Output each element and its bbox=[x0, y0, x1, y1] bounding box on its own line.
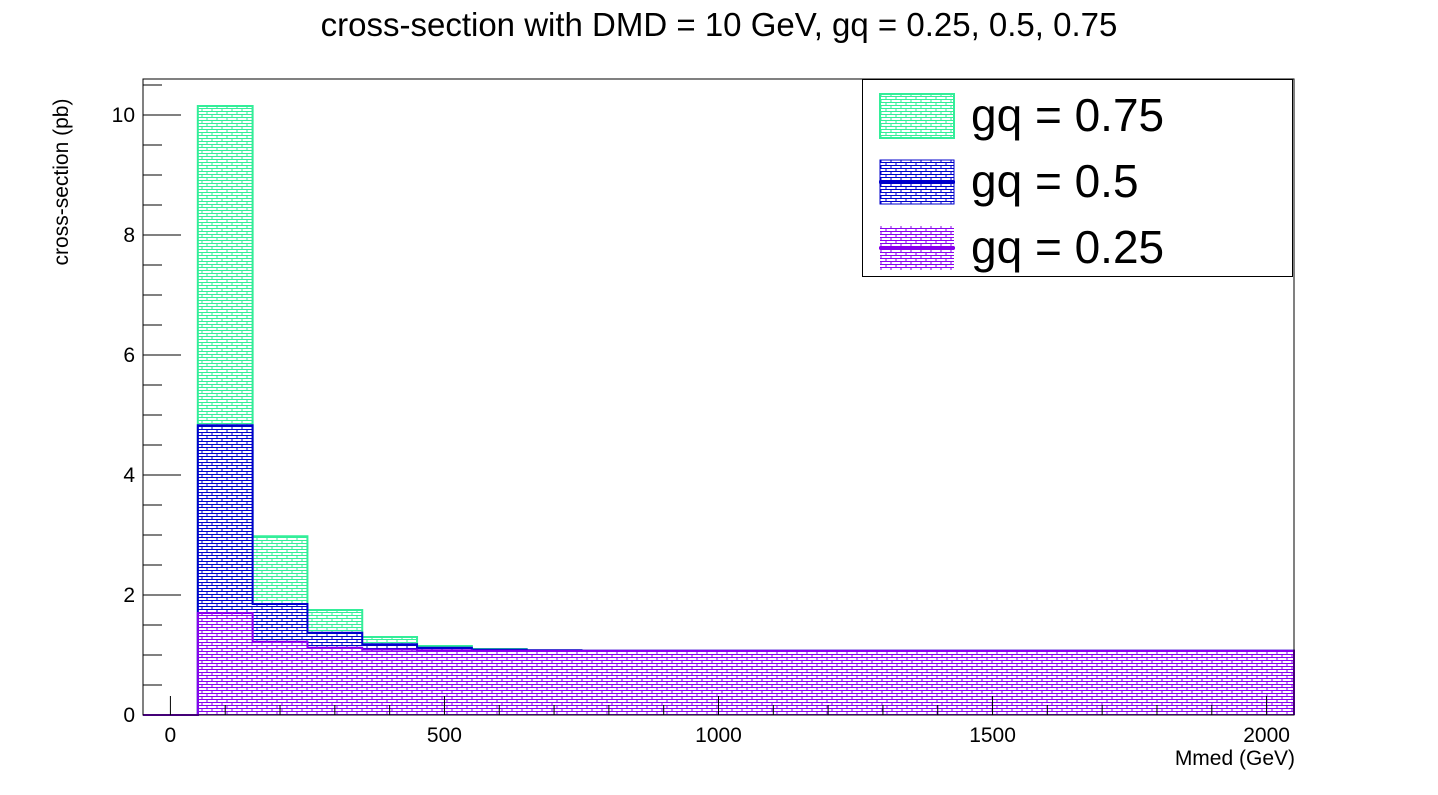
y-tick-label: 10 bbox=[112, 104, 135, 127]
bar bbox=[471, 650, 527, 715]
legend-swatch-icon bbox=[879, 93, 955, 139]
bar bbox=[636, 650, 1294, 715]
y-tick-label: 6 bbox=[123, 344, 135, 367]
y-axis-title: cross-section (pb) bbox=[50, 98, 73, 266]
x-tick-label: 0 bbox=[165, 724, 177, 747]
legend-label: gq = 0.75 bbox=[971, 89, 1165, 141]
y-tick-label: 4 bbox=[123, 464, 135, 487]
y-tick-label: 2 bbox=[123, 584, 135, 607]
legend-swatch-icon bbox=[879, 159, 955, 205]
axis-layer: 0 2 4 6 8 10 0 500 1000 1500 2000 bbox=[112, 84, 1290, 747]
legend-entry-gq-075: gq = 0.75 bbox=[863, 84, 1292, 144]
x-tick-label: 1500 bbox=[969, 724, 1016, 747]
series-layer bbox=[143, 105, 1295, 716]
y-tick-label: 8 bbox=[123, 224, 135, 247]
bar bbox=[307, 647, 363, 715]
y-tick-label: 0 bbox=[123, 704, 135, 727]
legend-entry-gq-025: gq = 0.25 bbox=[863, 216, 1292, 276]
x-axis-title: Mmed (GeV) bbox=[1174, 747, 1295, 770]
legend-entry-gq-05: gq = 0.5 bbox=[863, 150, 1292, 210]
chart-title: cross-section with DMD = 10 GeV, gq = 0.… bbox=[320, 6, 1118, 43]
bar bbox=[526, 650, 582, 715]
legend-label: gq = 0.25 bbox=[971, 221, 1165, 273]
bar bbox=[362, 649, 418, 715]
bar bbox=[581, 650, 637, 715]
bar bbox=[252, 641, 308, 715]
series-outline bbox=[143, 612, 1295, 716]
series-2 bbox=[143, 612, 1295, 716]
legend-label: gq = 0.5 bbox=[971, 155, 1139, 207]
x-tick-label: 2000 bbox=[1243, 724, 1290, 747]
legend-swatch-icon bbox=[879, 226, 955, 270]
x-tick-label: 500 bbox=[427, 724, 462, 747]
legend: gq = 0.75 gq = 0.5 gq = 0.25 bbox=[862, 79, 1293, 277]
bar bbox=[197, 613, 253, 715]
x-tick-label: 1000 bbox=[695, 724, 742, 747]
